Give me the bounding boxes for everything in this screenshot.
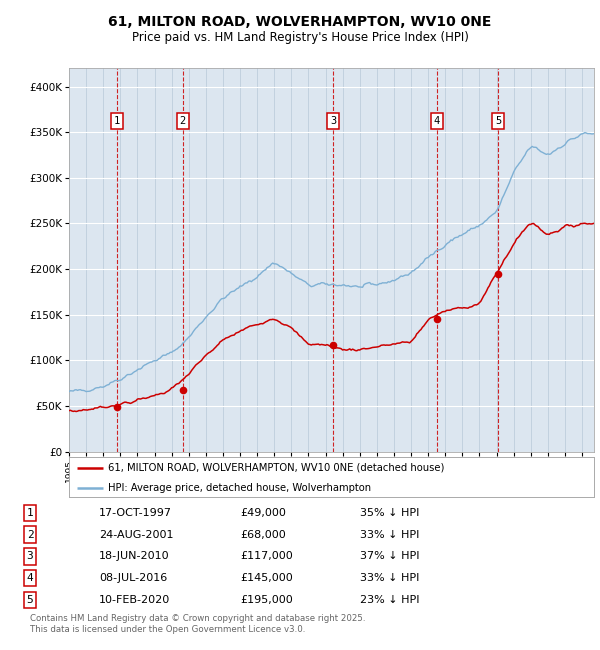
Text: 18-JUN-2010: 18-JUN-2010: [99, 551, 170, 562]
Text: 10-FEB-2020: 10-FEB-2020: [99, 595, 170, 605]
Text: 5: 5: [496, 116, 502, 126]
Text: 3: 3: [26, 551, 34, 562]
Text: 33% ↓ HPI: 33% ↓ HPI: [360, 530, 419, 540]
Text: 5: 5: [26, 595, 34, 605]
Text: 4: 4: [26, 573, 34, 583]
Text: £145,000: £145,000: [240, 573, 293, 583]
Text: 24-AUG-2001: 24-AUG-2001: [99, 530, 173, 540]
Text: £117,000: £117,000: [240, 551, 293, 562]
Text: 61, MILTON ROAD, WOLVERHAMPTON, WV10 0NE: 61, MILTON ROAD, WOLVERHAMPTON, WV10 0NE: [109, 15, 491, 29]
Text: £49,000: £49,000: [240, 508, 286, 517]
Text: 33% ↓ HPI: 33% ↓ HPI: [360, 573, 419, 583]
Text: 61, MILTON ROAD, WOLVERHAMPTON, WV10 0NE (detached house): 61, MILTON ROAD, WOLVERHAMPTON, WV10 0NE…: [109, 463, 445, 473]
Text: 23% ↓ HPI: 23% ↓ HPI: [360, 595, 419, 605]
Text: 2: 2: [179, 116, 186, 126]
Text: Contains HM Land Registry data © Crown copyright and database right 2025.
This d: Contains HM Land Registry data © Crown c…: [30, 614, 365, 634]
Text: 17-OCT-1997: 17-OCT-1997: [99, 508, 172, 517]
Text: £68,000: £68,000: [240, 530, 286, 540]
Text: 35% ↓ HPI: 35% ↓ HPI: [360, 508, 419, 517]
Text: 1: 1: [26, 508, 34, 517]
Text: 37% ↓ HPI: 37% ↓ HPI: [360, 551, 419, 562]
Text: HPI: Average price, detached house, Wolverhampton: HPI: Average price, detached house, Wolv…: [109, 484, 371, 493]
Text: £195,000: £195,000: [240, 595, 293, 605]
Text: 1: 1: [113, 116, 120, 126]
Text: 2: 2: [26, 530, 34, 540]
Text: 4: 4: [434, 116, 440, 126]
Text: Price paid vs. HM Land Registry's House Price Index (HPI): Price paid vs. HM Land Registry's House …: [131, 31, 469, 44]
Text: 3: 3: [330, 116, 337, 126]
Text: 08-JUL-2016: 08-JUL-2016: [99, 573, 167, 583]
